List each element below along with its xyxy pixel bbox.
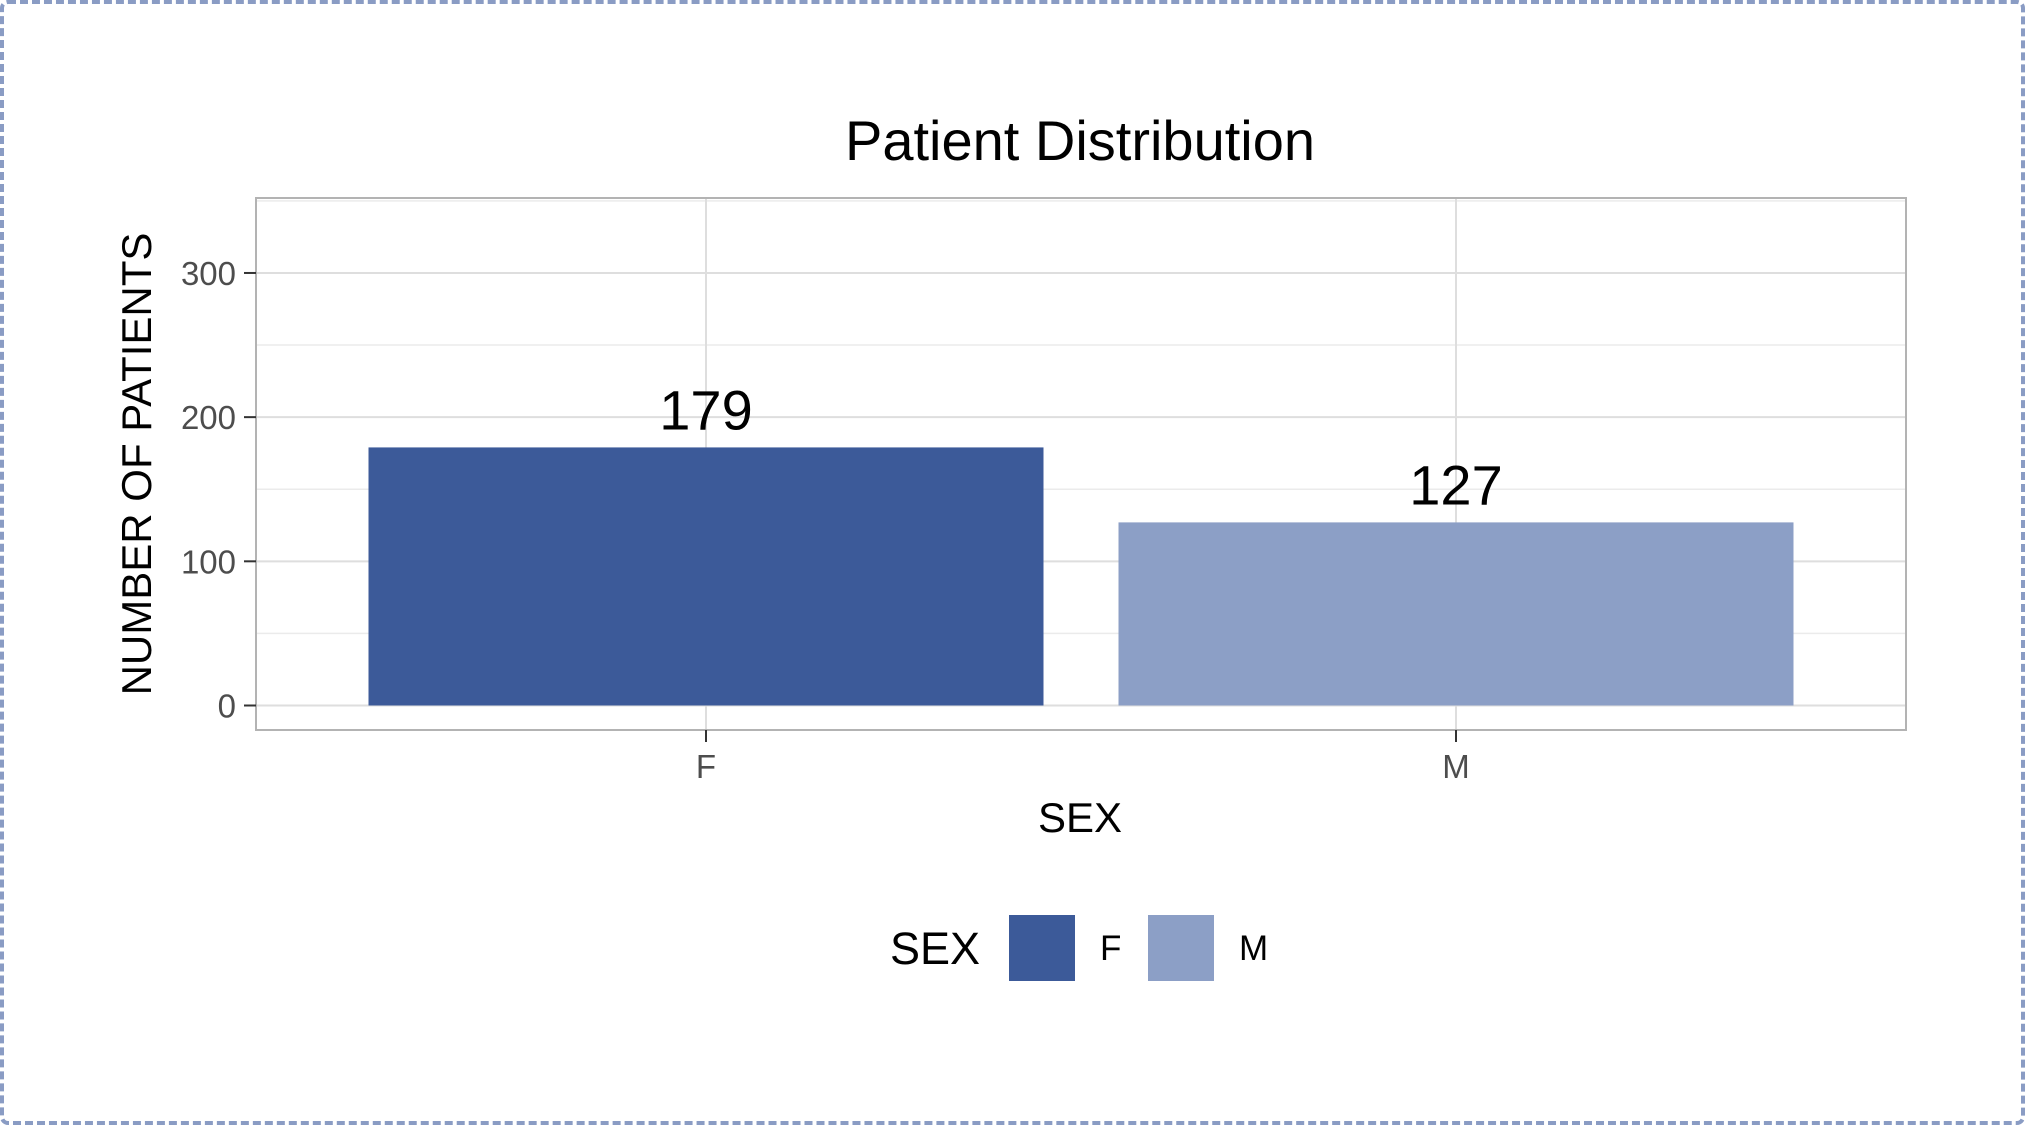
bar-M xyxy=(1118,522,1794,706)
bar-F xyxy=(368,447,1044,706)
bars xyxy=(368,447,1794,706)
y-tick-label: 0 xyxy=(218,687,236,724)
x-tick-label: M xyxy=(1442,748,1470,785)
chart-title: Patient Distribution xyxy=(845,109,1315,172)
data-label-F: 179 xyxy=(659,378,752,441)
y-axis-title: NUMBER OF PATIENTS xyxy=(113,233,160,696)
legend-label-F: F xyxy=(1100,929,1121,968)
legend-key-F xyxy=(1009,915,1075,981)
legend-key-M xyxy=(1148,915,1214,981)
x-tick-label: F xyxy=(696,748,716,785)
data-labels: 179 127 xyxy=(659,378,1502,516)
data-label-M: 127 xyxy=(1409,453,1502,516)
legend-label-M: M xyxy=(1239,929,1268,968)
y-axis-ticks: 0 100 200 300 xyxy=(181,255,256,724)
plot-panel-border xyxy=(255,197,1907,731)
x-axis-title: SEX xyxy=(1038,794,1122,841)
y-tick-label: 300 xyxy=(181,255,236,292)
legend: SEX F M xyxy=(890,915,1268,981)
legend-title: SEX xyxy=(890,923,980,974)
y-tick-label: 200 xyxy=(181,399,236,436)
y-tick-label: 100 xyxy=(181,543,236,580)
